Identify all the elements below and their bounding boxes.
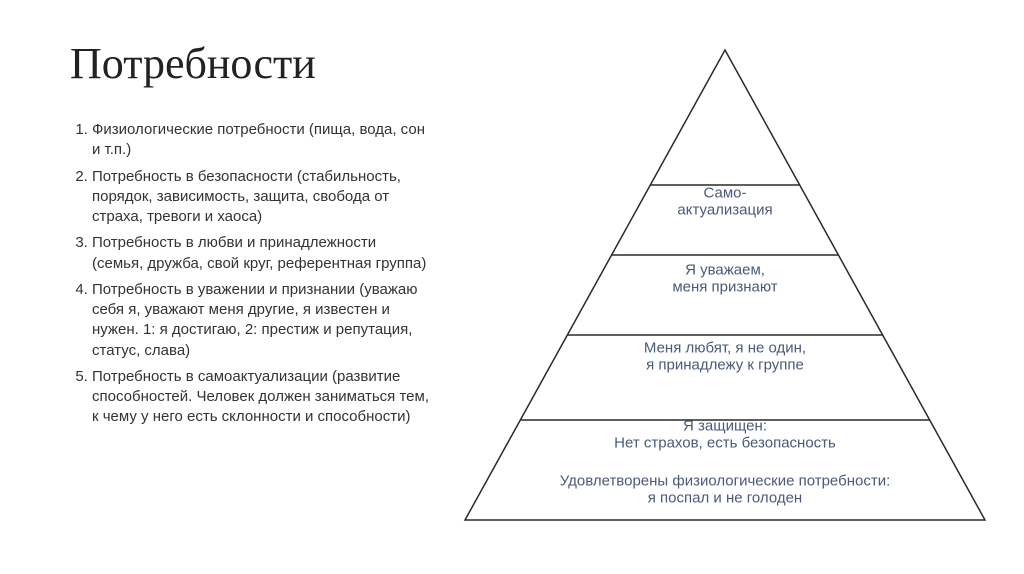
list-item: Потребность в безопасности (стабильность… — [92, 167, 430, 228]
svg-text:я принадлежу к группе: я принадлежу к группе — [646, 357, 804, 374]
needs-ol: Физиологические потребности (пища, вода,… — [70, 120, 430, 428]
pyramid-svg: Само-актуализация Я уважаем,меня признают… — [450, 30, 1000, 540]
list-item: Физиологические потребности (пища, вода,… — [92, 120, 430, 161]
list-item: Потребность в уважении и признании (уваж… — [92, 280, 430, 361]
svg-text:Само-: Само- — [704, 184, 747, 201]
maslow-pyramid: Само-актуализация Я уважаем,меня признают… — [450, 30, 1000, 540]
slide: Потребности Физиологические потребности … — [0, 0, 1024, 574]
svg-text:актуализация: актуализация — [677, 202, 772, 219]
svg-text:Удовлетворены физиологические: Удовлетворены физиологические потребност… — [560, 472, 890, 489]
list-item: Потребность в самоактуализации (развитие… — [92, 367, 430, 428]
svg-text:Меня любят, я не один,: Меня любят, я не один, — [644, 339, 806, 356]
list-item: Потребность в любви и принадлежности (се… — [92, 233, 430, 274]
svg-text:я поспал и не голоден: я поспал и не голоден — [648, 490, 802, 507]
needs-list: Физиологические потребности (пища, вода,… — [70, 120, 430, 434]
page-title: Потребности — [70, 38, 316, 89]
svg-text:меня признают: меня признают — [672, 279, 777, 296]
svg-text:Нет страхов, есть безопасность: Нет страхов, есть безопасность — [614, 435, 836, 452]
svg-text:Я уважаем,: Я уважаем, — [685, 261, 765, 278]
svg-text:Я защищен:: Я защищен: — [683, 417, 767, 434]
